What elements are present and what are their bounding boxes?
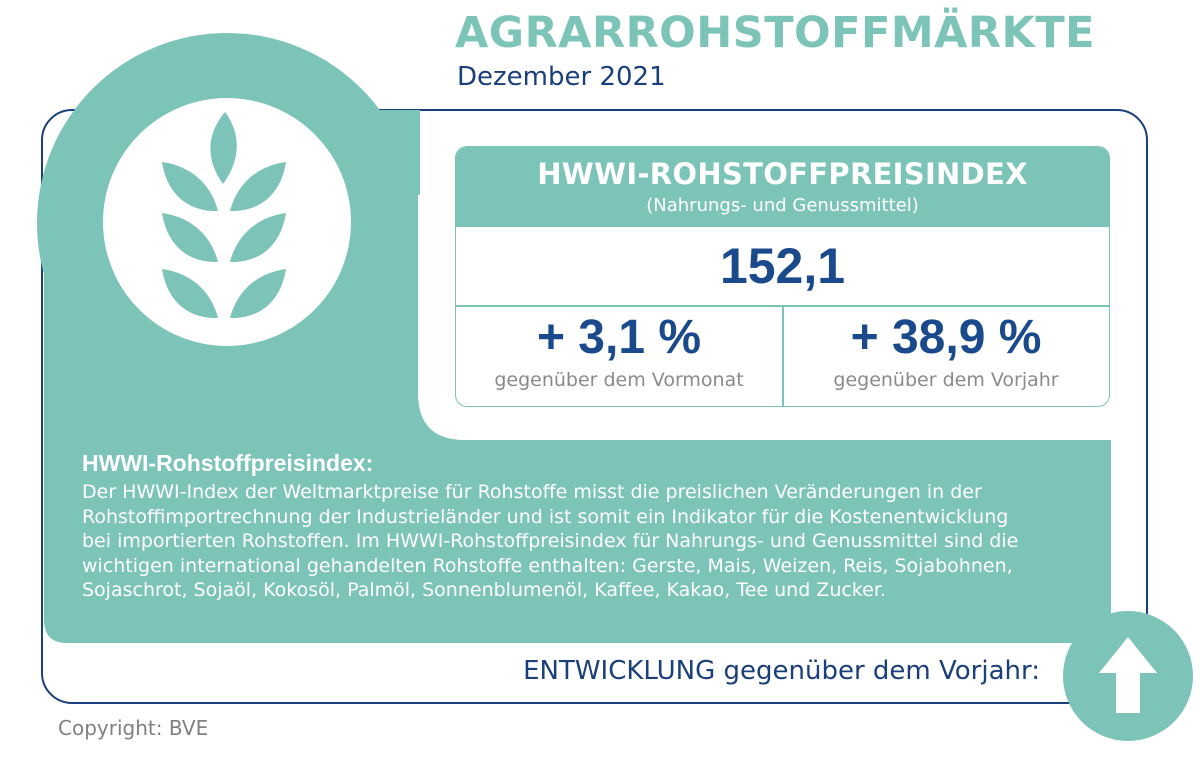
index-value: 152,1: [719, 238, 846, 294]
month-change-value: + 3,1 %: [536, 311, 702, 364]
year-change-label: gegenüber dem Vorjahr: [833, 369, 1059, 391]
outer-frame: [41, 109, 1148, 704]
page-title: AGRARROHSTOFFMÄRKTE: [455, 8, 1096, 58]
description-line: wichtigen international gehandelten Rohs…: [82, 554, 1013, 577]
description-heading: HWWI-Rohstoffpreisindex:: [82, 450, 374, 476]
description-line: Rohstoffimportrechnung der Industrieländ…: [82, 505, 1009, 528]
description-body: Der HWWI-Index der Weltmarktpreise für R…: [82, 480, 1092, 603]
divider-vertical: [782, 305, 784, 406]
index-header: [456, 147, 1109, 227]
description-line: bei importierten Rohstoffen. Im HWWI-Roh…: [82, 530, 1019, 552]
month-change-label: gegenüber dem Vormonat: [494, 369, 744, 391]
month-change-cell: + 3,1 % gegenüber dem Vormonat: [456, 307, 782, 391]
description-line: Der HWWI-Index der Weltmarktpreise für R…: [82, 481, 982, 503]
description-line: Sojaschrot, Sojaöl, Kokosöl, Palmöl, Son…: [82, 579, 886, 601]
year-change-cell: + 38,9 % gegenüber dem Vorjahr: [783, 307, 1109, 391]
trend-label: ENTWICKLUNG gegenüber dem Vorjahr:: [523, 656, 1040, 686]
emblem-inner-circle: [103, 98, 351, 346]
arrow-up-icon: [1099, 637, 1157, 713]
copyright: Copyright: BVE: [58, 716, 209, 740]
description: HWWI-Rohstoffpreisindex: Der HWWI-Index …: [82, 450, 1092, 603]
index-box: HWWI-ROHSTOFFPREISINDEX (Nahrungs- und G…: [455, 146, 1110, 407]
wheat-icon: [162, 112, 286, 319]
index-subtitle: (Nahrungs- und Genussmittel): [646, 195, 919, 216]
index-title: HWWI-ROHSTOFFPREISINDEX: [537, 157, 1028, 191]
page-subtitle: Dezember 2021: [457, 62, 666, 92]
year-change-value: + 38,9 %: [850, 311, 1042, 364]
